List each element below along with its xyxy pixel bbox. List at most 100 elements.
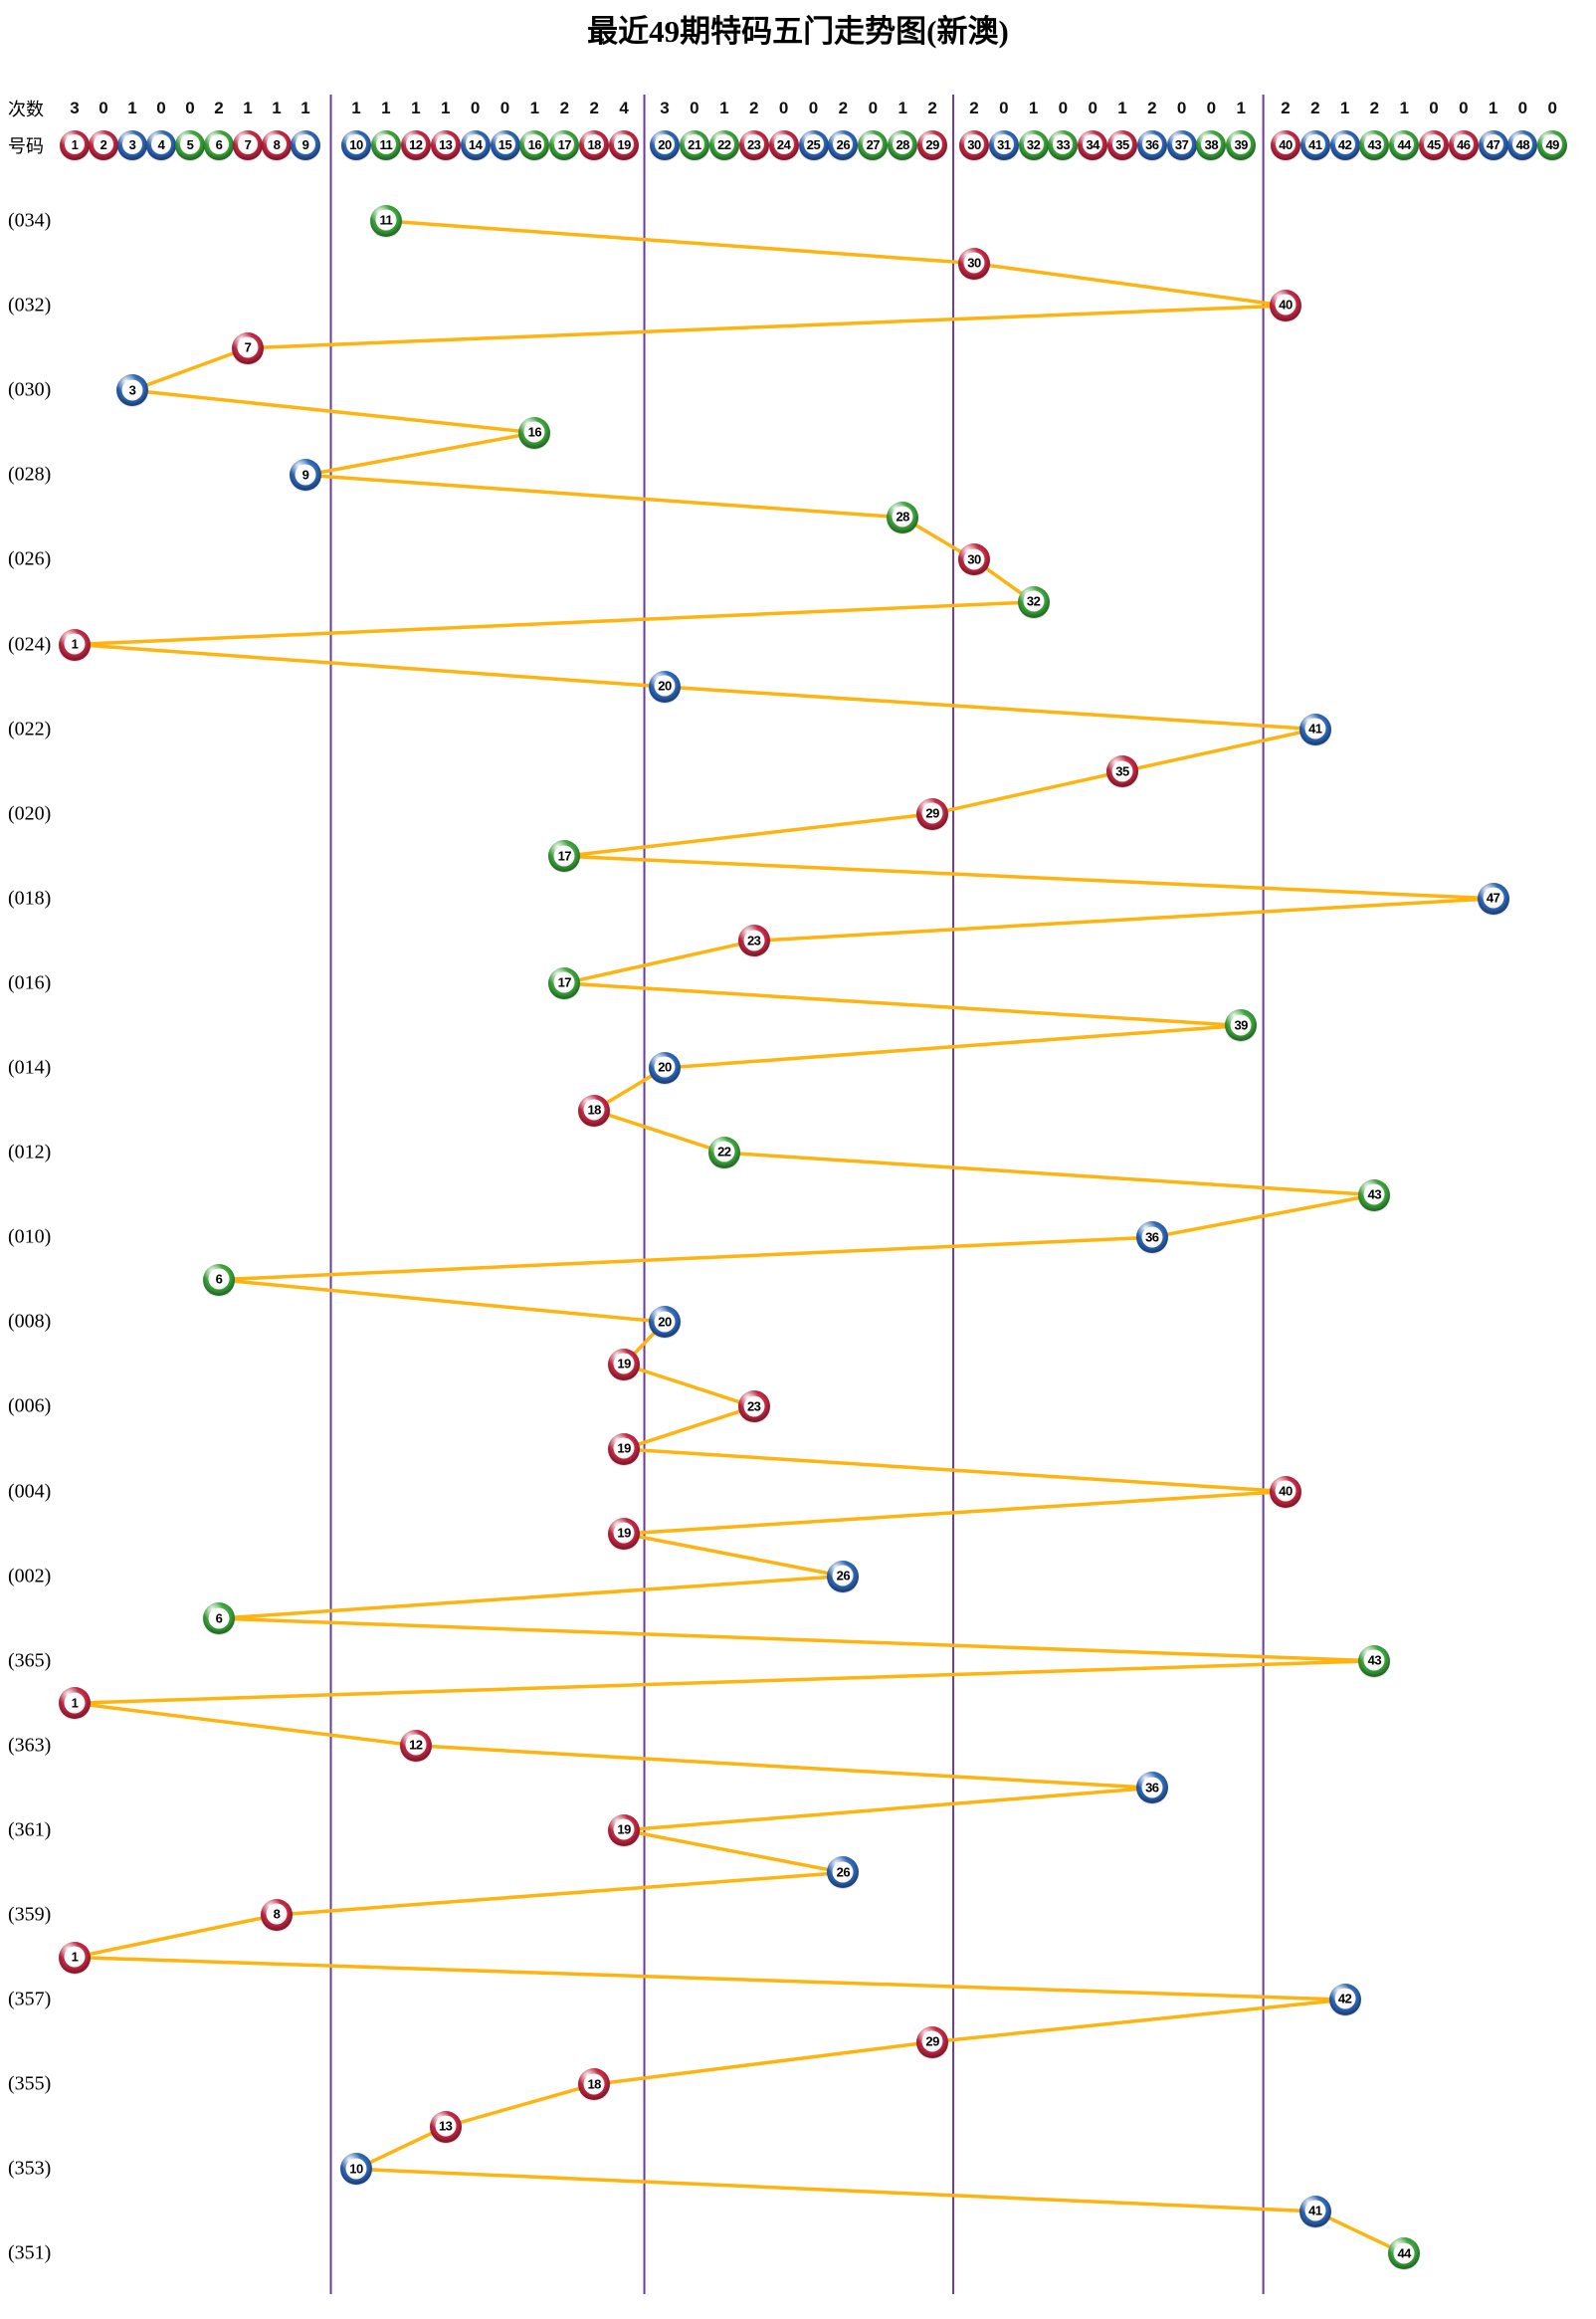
header-ball-44: 44 <box>1389 130 1420 160</box>
period-label: (026) <box>8 547 52 570</box>
ball-number: 29 <box>921 2030 943 2052</box>
period-label: (353) <box>8 2157 52 2180</box>
column-count: 1 <box>1339 99 1350 117</box>
period-label: (022) <box>8 718 52 740</box>
ball-number: 4 <box>151 134 171 155</box>
ball-number: 25 <box>803 134 824 155</box>
ball-number: 26 <box>832 1861 854 1883</box>
ball-number: 48 <box>1512 134 1533 155</box>
ball-number: 12 <box>405 1734 427 1756</box>
column-count: 1 <box>1028 99 1039 117</box>
header-ball-5: 5 <box>175 130 205 160</box>
chart-ball-1: 1 <box>59 628 91 661</box>
ball-number: 29 <box>922 134 943 155</box>
chart-ball-11: 11 <box>369 205 402 237</box>
column-count: 0 <box>470 99 481 117</box>
ball-number: 30 <box>963 548 985 570</box>
ball-number: 16 <box>523 421 545 443</box>
ball-number: 17 <box>553 845 575 867</box>
ball-number: 1 <box>65 134 85 155</box>
chart-ball-19: 19 <box>608 1813 641 1846</box>
period-label: (004) <box>8 1480 52 1502</box>
ball-number: 6 <box>208 1607 230 1628</box>
header-ball-49: 49 <box>1537 130 1568 160</box>
period-label: (028) <box>8 463 52 486</box>
trend-line <box>73 219 1496 2255</box>
chart-ball-23: 23 <box>737 925 770 957</box>
ball-number: 10 <box>346 134 366 155</box>
period-label: (006) <box>8 1394 52 1417</box>
chart-ball-40: 40 <box>1270 1475 1301 1508</box>
header-ball-32: 32 <box>1018 130 1049 160</box>
column-count: 1 <box>351 99 361 117</box>
ball-number: 44 <box>1394 134 1415 155</box>
header-ball-46: 46 <box>1448 130 1479 160</box>
chart-ball-19: 19 <box>608 1348 641 1380</box>
header-ball-17: 17 <box>549 130 580 160</box>
header-ball-10: 10 <box>341 130 371 160</box>
ball-number: 6 <box>209 134 229 155</box>
period-label: (010) <box>8 1225 52 1248</box>
period-label: (032) <box>8 294 52 316</box>
column-count: 2 <box>1310 99 1320 117</box>
ball-number: 39 <box>1230 1014 1252 1036</box>
chart-ball-26: 26 <box>827 1560 860 1592</box>
header-ball-8: 8 <box>262 130 292 160</box>
header-ball-39: 39 <box>1226 130 1257 160</box>
chart-ball-6: 6 <box>203 1602 235 1635</box>
ball-number: 3 <box>121 379 143 401</box>
header-ball-13: 13 <box>430 130 461 160</box>
header-ball-25: 25 <box>798 130 829 160</box>
chart-ball-28: 28 <box>887 501 919 533</box>
ball-number: 22 <box>713 1141 735 1162</box>
header-ball-45: 45 <box>1419 130 1449 160</box>
period-label: (008) <box>8 1310 52 1333</box>
column-count: 0 <box>99 99 108 117</box>
chart-ball-18: 18 <box>578 2068 611 2101</box>
ball-number: 36 <box>1141 134 1162 155</box>
chart-ball-26: 26 <box>827 1856 860 1889</box>
ball-number: 19 <box>613 1818 635 1840</box>
chart-ball-1: 1 <box>59 1687 91 1720</box>
column-count: 0 <box>1176 99 1187 117</box>
header-ball-37: 37 <box>1166 130 1197 160</box>
chart-title: 最近49期特码五门走势图(新澳) <box>587 14 1009 49</box>
chart-ball-17: 17 <box>548 840 581 873</box>
period-label: (020) <box>8 802 52 825</box>
header-ball-11: 11 <box>370 130 401 160</box>
period-label: (361) <box>8 1818 52 1841</box>
header-ball-48: 48 <box>1507 130 1538 160</box>
header-ball-29: 29 <box>917 130 948 160</box>
ball-number: 15 <box>495 134 515 155</box>
header-ball-22: 22 <box>708 130 739 160</box>
ball-number: 32 <box>1023 134 1044 155</box>
chart-ball-40: 40 <box>1270 290 1301 322</box>
header-ball-23: 23 <box>738 130 769 160</box>
ball-number: 13 <box>435 2115 457 2137</box>
chart-ball-41: 41 <box>1298 713 1331 745</box>
ball-number: 40 <box>1275 294 1297 316</box>
column-count: 0 <box>1547 99 1557 117</box>
header-ball-47: 47 <box>1478 130 1508 160</box>
chart-ball-12: 12 <box>399 1729 432 1762</box>
header-ball-20: 20 <box>650 130 680 160</box>
chart-ball-32: 32 <box>1017 585 1050 618</box>
column-count: 2 <box>748 99 759 117</box>
ball-number: 27 <box>863 134 884 155</box>
ball-number: 22 <box>713 134 734 155</box>
header-ball-31: 31 <box>988 130 1019 160</box>
period-label: (363) <box>8 1734 52 1757</box>
header-ball-3: 3 <box>117 130 147 160</box>
chart-ball-43: 43 <box>1358 1644 1391 1677</box>
ball-number: 46 <box>1453 134 1474 155</box>
header-ball-41: 41 <box>1299 130 1330 160</box>
ball-number: 30 <box>963 252 985 274</box>
chart-ball-35: 35 <box>1106 755 1138 788</box>
column-count: 2 <box>214 99 224 117</box>
ball-number: 41 <box>1304 2200 1326 2221</box>
ball-number: 7 <box>237 336 259 358</box>
column-count: 2 <box>1369 99 1380 117</box>
column-count: 2 <box>1147 99 1157 117</box>
header-ball-38: 38 <box>1196 130 1227 160</box>
chart-ball-1: 1 <box>59 1941 91 1974</box>
